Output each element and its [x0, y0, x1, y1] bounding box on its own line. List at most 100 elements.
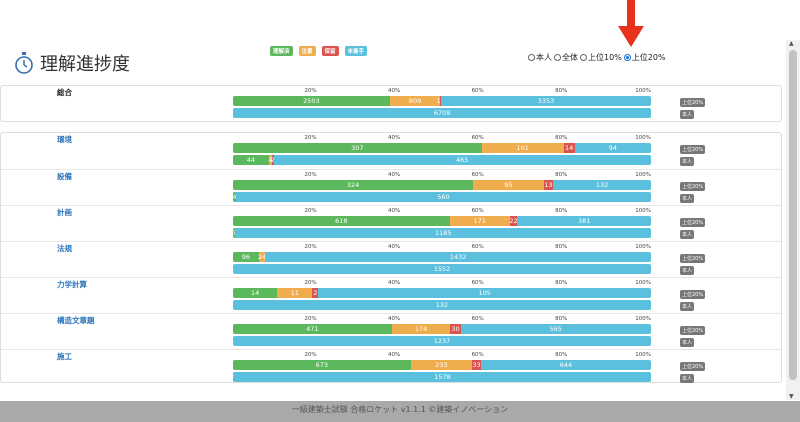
subject-name: 総合	[57, 88, 72, 97]
segment-value: 95	[504, 181, 513, 189]
segment-value: 1552	[433, 265, 451, 273]
scope-radio[interactable]	[580, 54, 587, 61]
scroll-down-icon[interactable]: ▼	[789, 393, 794, 400]
tick-label: 60%	[471, 172, 484, 178]
segment-value: 132	[595, 181, 609, 189]
segment-value: 4	[268, 156, 273, 164]
caution-segment: 11	[277, 288, 313, 298]
tick-label: 20%	[304, 280, 317, 286]
tick-label: 80%	[555, 280, 568, 286]
scrollbar[interactable]: ▲ ▼	[786, 40, 800, 400]
caution-segment: 174	[391, 324, 451, 334]
understood-segment: 471	[233, 324, 392, 334]
self-progress-bar: 4442465	[233, 155, 651, 165]
subject-name[interactable]: 法規	[57, 244, 72, 253]
pending-segment: 33	[472, 360, 481, 370]
scroll-up-icon[interactable]: ▲	[789, 40, 794, 47]
tick-label: 40%	[387, 208, 401, 214]
subject-name[interactable]: 環境	[57, 135, 72, 144]
subjects-panel: 環境20%40%60%80%100%30710114944442465上位20%…	[0, 132, 782, 383]
subject-name[interactable]: 力学計算	[57, 280, 87, 289]
segment-value: 1237	[433, 337, 451, 345]
top20-progress-bar: 14 11 2 105	[233, 288, 651, 298]
segment-value: 11	[437, 97, 445, 105]
untouched-segment: 1432	[265, 252, 651, 262]
tick-label: 80%	[555, 135, 568, 141]
page-title: 理解進捗度	[40, 54, 130, 75]
segment-value: 381	[577, 217, 591, 225]
segment-value: 105	[478, 289, 491, 297]
top20-progress-bar: 2503 809 11 3353	[233, 96, 651, 106]
top20-progress-bar: 471 174 30 565	[233, 324, 651, 334]
self-progress-bar: 46709	[233, 108, 651, 118]
scope-option-label: 上位10%	[588, 53, 622, 62]
pending-segment: 13	[543, 180, 554, 190]
subject-name[interactable]: 施工	[57, 352, 72, 361]
self-badge: 本人	[680, 194, 695, 203]
tick-label: 100%	[635, 135, 651, 141]
untouched-segment: 465	[273, 155, 651, 165]
percent-ticks: 20% 40% 60% 80% 100%	[233, 172, 651, 180]
top20-badge: 上位20%	[680, 326, 706, 335]
segment-value: 14	[565, 144, 574, 152]
tick-label: 80%	[555, 352, 568, 358]
pending-segment: 30	[450, 324, 461, 334]
scope-option[interactable]: 上位20%	[623, 52, 666, 63]
percent-ticks: 20% 40% 60% 80% 100%	[233, 244, 651, 252]
scope-radio[interactable]	[554, 54, 561, 61]
understood-segment: 7	[233, 228, 236, 238]
subject-row: 設備 20% 40% 60% 80% 100% 324 95 13 132 4 560 上位20% 本人	[1, 169, 781, 205]
caution-segment: 233	[410, 360, 473, 370]
tick-label: 80%	[555, 244, 568, 250]
scope-radio[interactable]	[623, 54, 631, 61]
segment-value: 1185	[434, 229, 452, 237]
self-badge: 本人	[680, 157, 695, 166]
caution-segment: 171	[449, 216, 510, 226]
percent-ticks: 20% 40% 60% 80% 100%	[233, 316, 651, 324]
tick-label: 40%	[387, 316, 401, 322]
subject-name[interactable]: 構造文章題	[57, 316, 95, 325]
scope-option[interactable]: 本人	[528, 52, 552, 63]
scope-option-label: 全体	[562, 53, 578, 62]
subject-name[interactable]: 設備	[57, 172, 72, 181]
tick-label: 40%	[387, 244, 401, 250]
segment-value: 4	[233, 193, 237, 201]
self-progress-bar: 1237	[233, 336, 651, 346]
self-badge: 本人	[680, 338, 695, 347]
legend-item: 注意	[298, 46, 316, 56]
scope-option[interactable]: 全体	[554, 52, 578, 63]
segment-value: 3353	[537, 97, 555, 105]
understood-segment: 618	[233, 216, 450, 226]
segment-value: 809	[408, 97, 422, 105]
subject-name[interactable]: 計画	[57, 208, 72, 217]
pending-segment: 14	[563, 143, 575, 153]
top20-badge: 上位20%	[680, 145, 706, 154]
tick-label: 20%	[304, 88, 317, 94]
segment-value: 44	[246, 156, 255, 164]
understood-segment: 324	[233, 180, 474, 190]
segment-value: 7	[233, 229, 236, 237]
understood-segment: 673	[233, 360, 411, 370]
segment-value: 471	[306, 325, 319, 333]
self-progress-bar: 4 560	[233, 192, 651, 202]
subject-row: 計画 20% 40% 60% 80% 100% 618 171 22 381 7 1185 上位20% 本…	[1, 205, 781, 241]
stopwatch-icon	[15, 52, 33, 74]
segment-value: 132	[435, 301, 449, 309]
untouched-segment: 1185	[235, 228, 651, 238]
untouched-segment: 560	[235, 192, 651, 202]
caution-segment: 24	[258, 252, 266, 262]
percent-ticks: 20% 40% 60% 80% 100%	[233, 88, 651, 96]
tick-label: 100%	[635, 244, 651, 250]
legend: 理解済 注意 保留 未着手	[270, 46, 368, 56]
segment-value: 13	[544, 181, 553, 189]
tick-label: 40%	[387, 280, 401, 286]
footer: 一級建築士試験 合格ロケット v1.1.1 ©建築イノベーション	[0, 401, 800, 422]
top20-progress-bar: 618 171 22 381	[233, 216, 651, 226]
scope-option[interactable]: 上位10%	[580, 52, 622, 63]
self-progress-bar: 7 1185	[233, 228, 651, 238]
scrollbar-thumb[interactable]	[789, 50, 797, 380]
subject-row: 構造文章題 20% 40% 60% 80% 100% 471 174 30 565 1237 上位20…	[1, 313, 781, 349]
scope-radio[interactable]	[528, 54, 535, 61]
